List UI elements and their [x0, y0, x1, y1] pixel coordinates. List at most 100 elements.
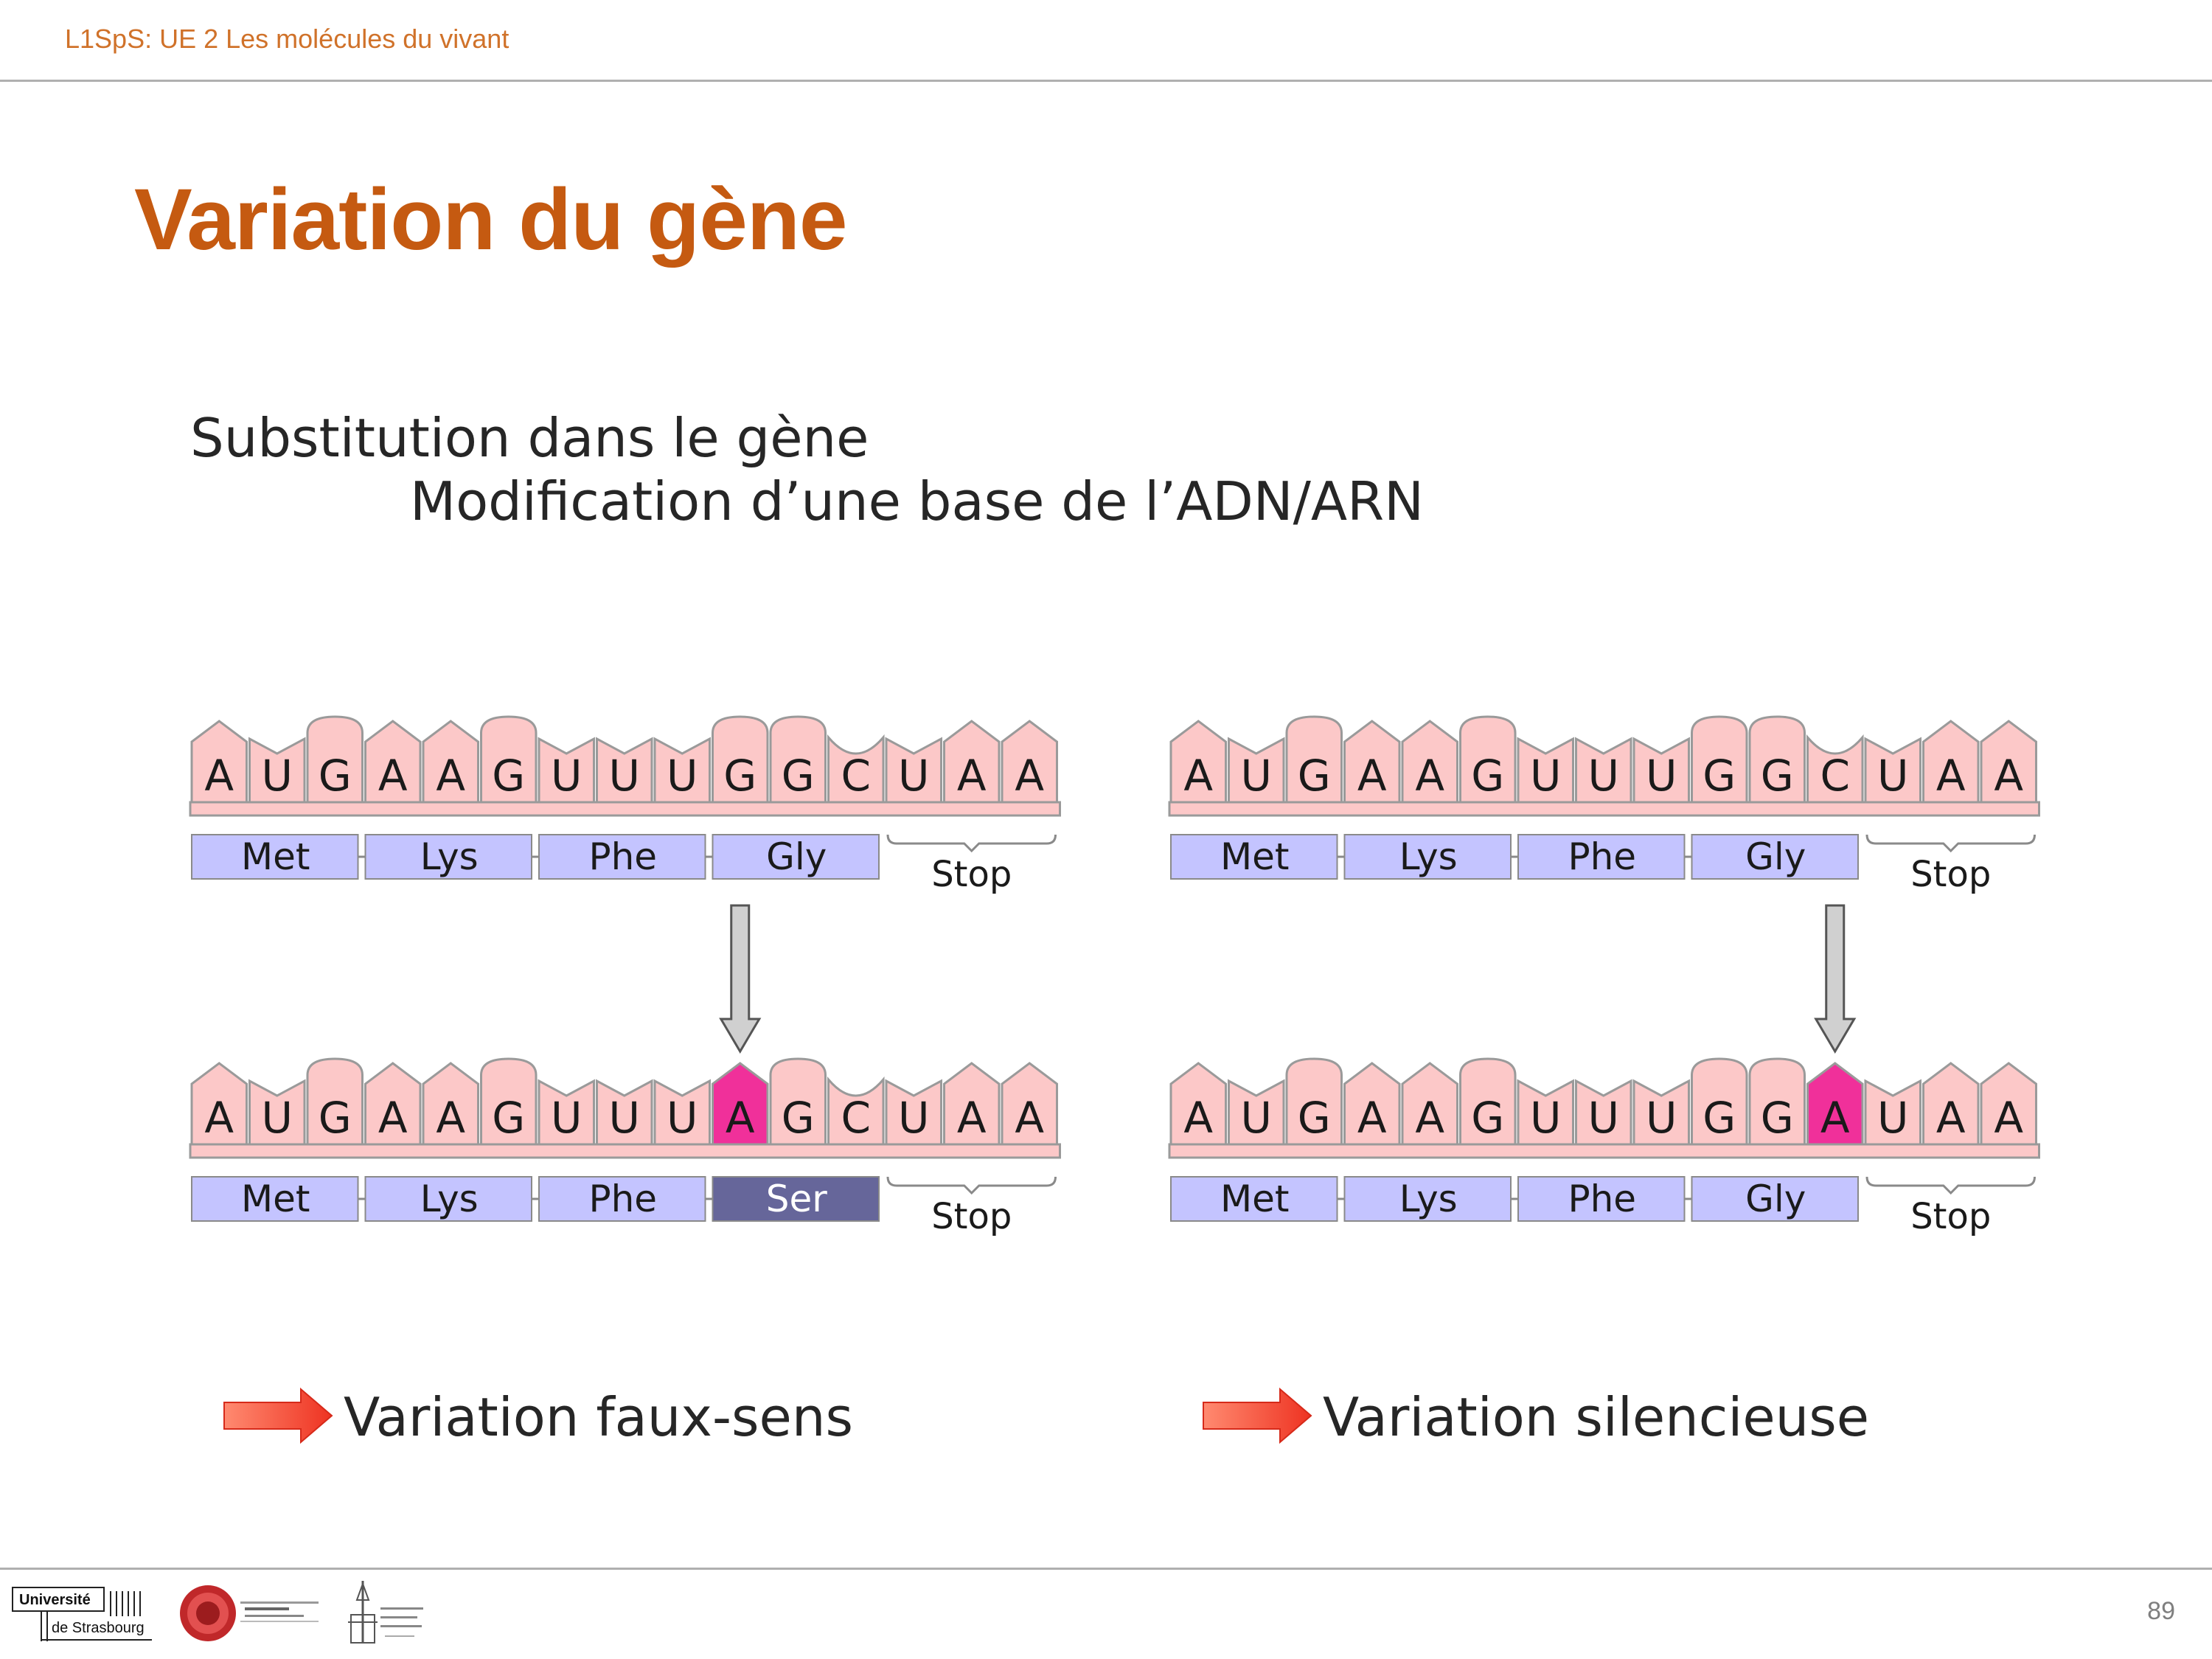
silent-mutant-base-letter: G	[1703, 1093, 1736, 1143]
missense-original-backbone	[189, 801, 1061, 817]
silent-original-base-letter: A	[1183, 751, 1213, 801]
missense-mutant-codon-box	[712, 1176, 880, 1222]
silent-mutant-stop-bracket	[1865, 1176, 2036, 1195]
silent-mutant-base	[1459, 1057, 1517, 1146]
silent-original-base-letter: G	[1298, 751, 1331, 801]
faculty-medicine-seal-logo	[177, 1582, 321, 1644]
silent-original-codon-box	[1343, 834, 1512, 880]
silent-mutant-base	[1922, 1062, 1980, 1146]
university-strasbourg-logo: Université de Strasbourg	[12, 1587, 153, 1643]
silent-original-base-letter: U	[1241, 751, 1272, 801]
missense-mutant-base-letter: U	[898, 1093, 929, 1143]
silent-original-codon-box	[1691, 834, 1859, 880]
missense-original-base-letter: U	[667, 751, 698, 801]
missense-mutant-base	[538, 1079, 595, 1146]
silent-mutant-codon-box	[1691, 1176, 1859, 1222]
silent-mutant-backbone	[1168, 1143, 2040, 1159]
silent-original-amino-acid-label: Met	[1220, 835, 1290, 878]
missense-mutant-base-letter: A	[1015, 1093, 1044, 1143]
missense-original-amino-acid-label: Gly	[766, 835, 827, 878]
silent-original-codon-row: Met Lys Phe Gly Stop	[1170, 834, 2036, 895]
silent-original-amino-acid-label: Lys	[1399, 835, 1458, 878]
missense-original-base-letter: G	[319, 751, 352, 801]
missense-mutant-base-letter: G	[782, 1093, 815, 1143]
missense-original-base-letter: U	[609, 751, 640, 801]
missense-original-base	[712, 715, 769, 804]
missense-mutant-base-letter: G	[319, 1093, 352, 1143]
missense-original-codon-box	[364, 834, 532, 880]
silent-mutant-base	[1980, 1062, 2037, 1146]
silent-original-base-letter: U	[1588, 751, 1619, 801]
silent-original-base	[1228, 737, 1285, 804]
silent-original-base-letter: A	[1357, 751, 1387, 801]
course-header: L1SpS: UE 2 Les molécules du vivant	[65, 24, 509, 54]
missense-original-base	[538, 737, 595, 804]
missense-mutant-stop-label: Stop	[931, 1196, 1012, 1237]
missense-original-base	[190, 720, 248, 804]
silent-mutant-codon-box	[1170, 1176, 1338, 1222]
silent-original-base	[1517, 737, 1574, 804]
silent-original-base	[1980, 720, 2037, 804]
svg-text:Université: Université	[19, 1592, 91, 1608]
silent-mutant-base	[1343, 1062, 1401, 1146]
missense-mutant-base	[653, 1079, 711, 1146]
missense-mutant-base-letter: A	[204, 1093, 234, 1143]
missense-original-stop-label: Stop	[931, 854, 1012, 895]
missense-mutant-base	[827, 1076, 885, 1146]
missense-original-base-letter: G	[492, 751, 525, 801]
missense-mutant-base	[769, 1057, 827, 1146]
missense-mutant-backbone	[189, 1143, 1061, 1159]
missense-mutant-amino-acid-label: Met	[241, 1178, 310, 1220]
missense-original-base-letter: G	[782, 751, 815, 801]
silent-original-base	[1748, 715, 1806, 804]
silent-original-base-letter: A	[1994, 751, 2023, 801]
silent-mutant-base-letter: G	[1471, 1093, 1504, 1143]
silent-mutant-base-letter: G	[1298, 1093, 1331, 1143]
missense-mutant-base-letter: G	[492, 1093, 525, 1143]
missense-original-base-letter: U	[262, 751, 293, 801]
silent-down-arrow	[1814, 904, 1857, 1054]
missense-result-arrow-icon	[223, 1387, 333, 1444]
silent-original-base-letter: G	[1471, 751, 1504, 801]
missense-original-base	[422, 720, 479, 804]
missense-original-base	[943, 720, 1001, 804]
missense-original-base	[827, 734, 885, 804]
missense-original-amino-acid-label: Lys	[420, 835, 479, 878]
silent-mutant-mutated-base	[1806, 1062, 1864, 1146]
silent-mutant-base	[1864, 1079, 1921, 1146]
missense-mutant-base	[248, 1079, 306, 1146]
missense-original-base-letter: U	[898, 751, 929, 801]
silent-original-base-letter: A	[1936, 751, 1966, 801]
missense-mutant-mutated-base	[712, 1062, 769, 1146]
hospitals-strasbourg-logo	[341, 1578, 428, 1646]
silent-mutant-codon-box	[1517, 1176, 1686, 1222]
missense-mutant-base	[422, 1062, 479, 1146]
silent-original-base	[1401, 720, 1458, 804]
missense-original-base	[769, 715, 827, 804]
missense-original-base-letter: A	[378, 751, 408, 801]
silent-original-base	[1169, 720, 1227, 804]
silent-mutant-base-letter: A	[1936, 1093, 1966, 1143]
missense-original-stop-bracket	[886, 834, 1057, 853]
silent-original-base	[1922, 720, 1980, 804]
silent-mutant-amino-acid-label: Phe	[1568, 1178, 1636, 1220]
silent-original-base-letter: G	[1703, 751, 1736, 801]
silent-mutant-base-letter: G	[1761, 1093, 1794, 1143]
missense-original-base-letter: A	[436, 751, 465, 801]
silent-original-stop-label: Stop	[1910, 854, 1991, 895]
missense-mutant-codon-row: Met Lys Phe Ser Stop	[191, 1176, 1057, 1237]
missense-mutant-amino-acid-label: Phe	[588, 1178, 657, 1220]
silent-mutant-amino-acid-label: Lys	[1399, 1178, 1458, 1220]
missense-original-base-letter: A	[1015, 751, 1044, 801]
silent-original-base-letter: U	[1530, 751, 1561, 801]
missense-mutant-codon-box	[364, 1176, 532, 1222]
missense-mutant-base	[480, 1057, 538, 1146]
header-divider	[0, 80, 2212, 82]
missense-mutant-amino-acid-label: Ser	[766, 1178, 828, 1220]
silent-original-base	[1343, 720, 1401, 804]
silent-mutant-amino-acid-label: Met	[1220, 1178, 1290, 1220]
silent-original-base	[1864, 737, 1921, 804]
missense-mutant-base	[943, 1062, 1001, 1146]
